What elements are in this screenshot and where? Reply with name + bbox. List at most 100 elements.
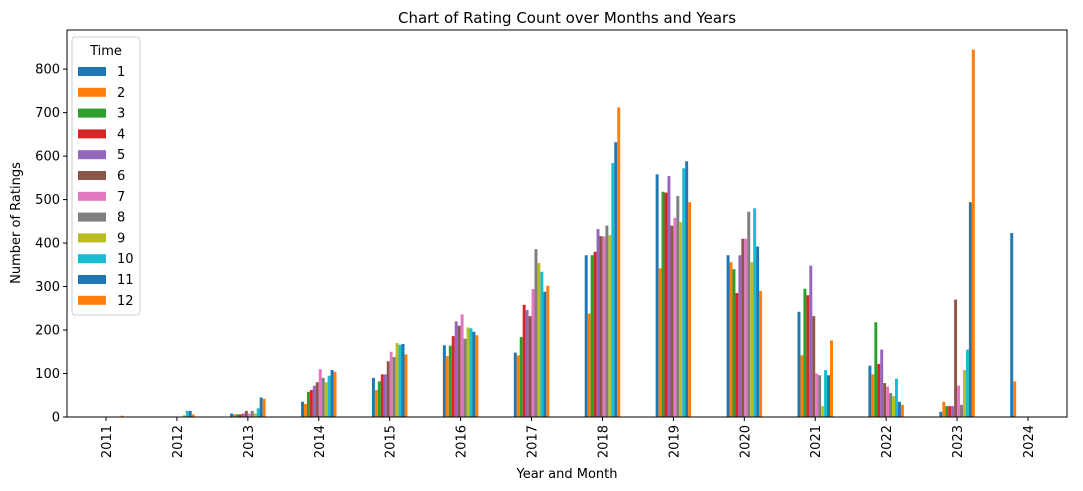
bar-2021-series-9 [821, 406, 825, 417]
x-tick-label: 2020 [738, 425, 753, 458]
chart-title: Chart of Rating Count over Months and Ye… [398, 9, 736, 27]
bar-2014-series-4 [309, 390, 313, 417]
legend-swatch [78, 233, 106, 243]
bar-2018-series-1 [584, 255, 588, 417]
bar-2023-series-3 [945, 406, 949, 417]
bar-2013-series-4 [238, 414, 242, 417]
bar-2013-series-8 [250, 410, 254, 417]
bar-2021-series-12 [830, 340, 833, 417]
legend-swatch [78, 295, 106, 305]
legend-swatch [78, 129, 106, 139]
bar-2023-series-10 [965, 349, 969, 417]
bar-2018-series-8 [605, 225, 609, 417]
bar-2017-series-2 [516, 355, 520, 417]
x-tick-label: 2024 [1022, 425, 1037, 458]
y-tick-label: 0 [52, 411, 60, 426]
legend-label: 12 [117, 294, 134, 309]
bar-2023-series-12 [971, 49, 975, 417]
bar-2015-series-5 [383, 374, 387, 417]
legend-label: 1 [117, 65, 125, 80]
bar-2015-series-7 [389, 351, 393, 417]
bar-2023-series-1 [939, 411, 943, 417]
bar-2017-series-11 [543, 291, 547, 417]
bar-2019-series-9 [679, 222, 683, 417]
bar-2023-series-7 [957, 385, 961, 417]
bar-2011-series-12 [120, 415, 124, 417]
bar-2018-series-6 [599, 236, 603, 417]
bar-2015-series-3 [377, 381, 381, 417]
bar-2018-series-7 [602, 236, 606, 417]
bar-2017-series-3 [519, 336, 523, 417]
bar-2016-series-7 [460, 314, 464, 417]
bar-2014-series-5 [312, 385, 316, 417]
y-tick-label: 800 [35, 63, 60, 78]
bar-2013-series-12 [262, 398, 266, 417]
bar-2020-series-2 [729, 262, 733, 417]
bar-2021-series-6 [812, 316, 816, 417]
bar-2018-series-12 [617, 107, 621, 418]
bar-2016-series-1 [442, 345, 446, 417]
bar-2017-series-7 [531, 289, 535, 417]
legend-swatch [78, 212, 106, 222]
bar-2018-series-5 [596, 229, 600, 417]
bar-2018-series-11 [614, 142, 618, 417]
bar-2019-series-8 [676, 196, 680, 417]
bar-2015-series-6 [386, 361, 390, 417]
legend-swatch [78, 171, 106, 180]
bar-2017-series-9 [537, 263, 541, 417]
bar-2016-series-4 [451, 336, 455, 417]
bar-2021-series-7 [815, 373, 819, 417]
bar-2014-series-2 [304, 403, 307, 417]
bar-2020-series-6 [741, 238, 745, 417]
y-tick-label: 100 [35, 367, 60, 382]
bar-2015-series-2 [374, 390, 378, 417]
bar-2015-series-8 [392, 356, 396, 417]
bar-2013-series-1 [230, 413, 234, 417]
legend-label: 10 [117, 252, 134, 267]
bar-2022-series-3 [874, 322, 878, 417]
bar-2014-series-1 [301, 401, 304, 417]
bar-2015-series-1 [371, 377, 375, 417]
bar-2019-series-11 [685, 161, 689, 417]
bar-2021-series-1 [797, 311, 801, 417]
bar-2016-series-12 [475, 335, 479, 417]
legend-label: 3 [117, 107, 125, 122]
bar-2021-series-11 [827, 375, 831, 417]
bar-2022-series-8 [889, 393, 893, 417]
bar-2020-series-1 [726, 255, 730, 417]
legend-swatch [78, 191, 106, 201]
bar-2013-series-3 [236, 414, 239, 417]
x-tick-label: 2017 [526, 425, 541, 458]
legend-label: 2 [117, 86, 125, 101]
bar-2019-series-10 [682, 168, 686, 417]
bar-2022-series-12 [900, 404, 904, 417]
legend-label: 5 [117, 148, 125, 163]
bar-2023-series-6 [954, 299, 958, 417]
legend-swatch [78, 150, 106, 160]
bar-2023-series-9 [962, 370, 966, 417]
y-axis-label: Number of Ratings [9, 162, 24, 284]
bar-2014-series-6 [315, 382, 319, 417]
bar-2020-series-12 [759, 290, 763, 417]
bar-2016-series-2 [445, 356, 449, 417]
bar-2022-series-11 [897, 401, 901, 417]
y-tick-label: 200 [35, 324, 60, 339]
legend-swatch [78, 67, 106, 76]
bar-2022-series-4 [877, 363, 881, 417]
bar-2018-series-3 [590, 255, 594, 417]
bar-2015-series-10 [398, 344, 402, 417]
x-tick-label: 2016 [455, 425, 470, 458]
bar-2022-series-2 [871, 374, 875, 417]
y-tick-label: 600 [35, 150, 60, 165]
y-tick-label: 300 [35, 280, 60, 295]
bar-2021-series-10 [824, 370, 828, 417]
x-tick-label: 2019 [667, 425, 682, 458]
bar-2020-series-3 [732, 269, 736, 417]
bar-2013-series-10 [256, 408, 260, 417]
y-axis: 0 100 200 300 400 500 600 700 800 [35, 63, 67, 426]
bar-2018-series-10 [611, 163, 615, 417]
legend-label: 8 [117, 211, 125, 226]
bar-2020-series-7 [744, 238, 748, 417]
bar-2017-series-8 [534, 249, 538, 417]
